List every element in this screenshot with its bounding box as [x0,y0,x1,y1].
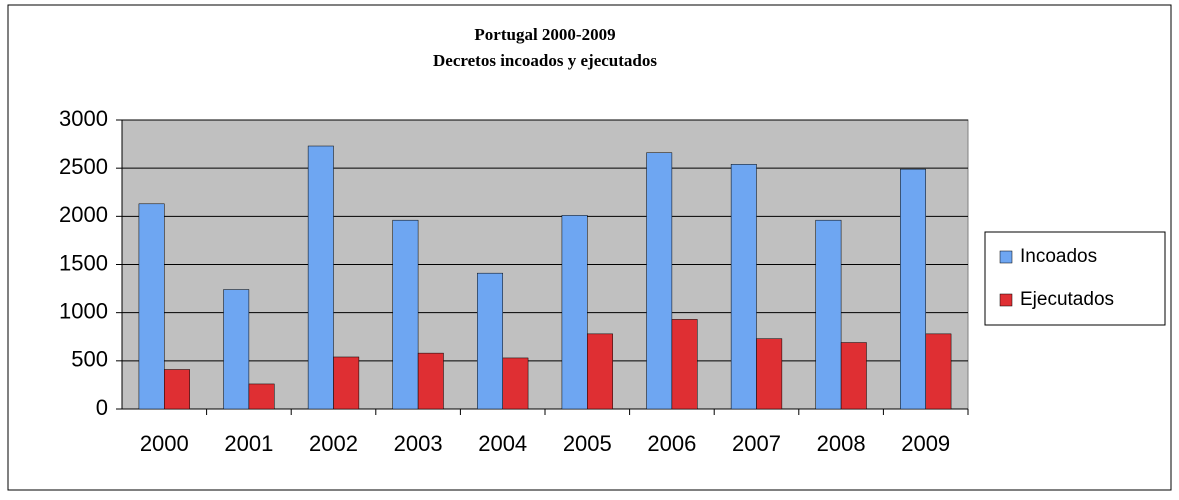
bar [900,168,926,410]
bar [925,333,952,410]
y-tick-label: 3000 [59,106,108,131]
bar [840,342,867,410]
bar [756,338,783,410]
y-tick-label: 0 [96,395,108,420]
y-tick-label: 2500 [59,154,108,179]
bar [164,369,190,410]
x-tick-label: 2006 [647,431,696,456]
legend-swatch [999,293,1013,307]
legend-box [984,231,1166,326]
chart-title: Portugal 2000-2009 [474,25,615,44]
x-tick-label: 2009 [901,431,950,456]
bar [730,164,757,410]
bar [223,289,250,410]
y-tick-label: 1500 [59,250,108,275]
legend-label: Incoados [1020,246,1097,267]
y-tick-label: 1000 [59,298,108,323]
bar [417,352,444,410]
bar [477,272,503,410]
bar [392,219,419,410]
bar [333,356,360,410]
bar [307,145,334,410]
bar [502,357,529,410]
y-tick-label: 2000 [59,202,108,227]
x-tick-label: 2000 [140,431,189,456]
chart-subtitle: Decretos incoados y ejecutados [433,51,657,70]
legend-swatch [999,250,1013,264]
bar [138,203,165,410]
legend-label: Ejecutados [1020,289,1114,310]
x-tick-label: 2003 [394,431,443,456]
bar [671,319,698,410]
x-tick-label: 2004 [478,431,527,456]
bar [561,215,588,410]
x-tick-label: 2002 [309,431,358,456]
bar [646,152,673,410]
bar [815,219,842,410]
y-tick-label: 500 [71,347,108,372]
bar [248,383,275,410]
x-tick-label: 2001 [224,431,273,456]
x-tick-label: 2005 [563,431,612,456]
bar [587,333,613,410]
x-tick-label: 2008 [817,431,866,456]
x-tick-label: 2007 [732,431,781,456]
